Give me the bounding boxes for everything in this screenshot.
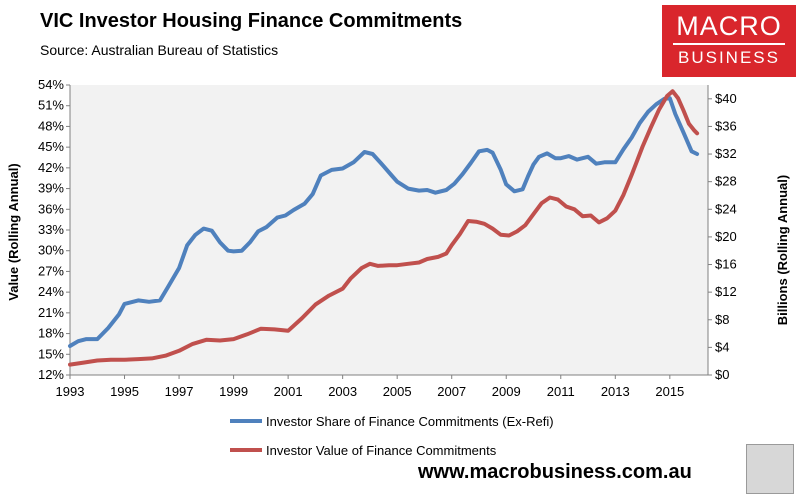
x-tick-label: 1999 — [219, 384, 248, 399]
legend-label: Investor Share of Finance Commitments (E… — [266, 414, 554, 429]
x-tick-label: 1993 — [56, 384, 85, 399]
x-tick-label: 2005 — [383, 384, 412, 399]
y-right-tick-label: $24 — [715, 201, 737, 216]
y-axis-label-right: Billions (Rolling Annual) — [775, 175, 790, 325]
y-left-tick-label: 12% — [38, 367, 64, 382]
wolf-emblem-image — [746, 444, 794, 494]
axes — [66, 84, 712, 379]
x-tick-label: 2013 — [601, 384, 630, 399]
y-left-tick-label: 51% — [38, 98, 64, 113]
macrobusiness-logo: MACRO BUSINESS — [662, 5, 796, 77]
y-left-tick-label: 54% — [38, 77, 64, 92]
logo-divider — [673, 43, 785, 45]
x-tick-label: 2015 — [655, 384, 684, 399]
series-line-investor-value — [68, 89, 700, 367]
website-url: www.macrobusiness.com.au — [418, 461, 692, 483]
x-tick-label: 2001 — [274, 384, 303, 399]
y-right-tick-label: $16 — [715, 257, 737, 272]
logo-line-1: MACRO — [676, 11, 782, 41]
series-lines — [68, 89, 700, 367]
y-right-tick-label: $20 — [715, 229, 737, 244]
x-tick-label: 2003 — [328, 384, 357, 399]
y-left-tick-label: 15% — [38, 346, 64, 361]
x-tick-label: 2011 — [547, 384, 575, 399]
series-line-investor-share — [68, 96, 700, 348]
y-right-tick-label: $32 — [715, 146, 737, 161]
plot-area — [70, 85, 708, 375]
y-left-tick-label: 33% — [38, 222, 64, 237]
y-left-tick-label: 36% — [38, 201, 64, 216]
y-left-tick-label: 42% — [38, 160, 64, 175]
y-right-tick-label: $40 — [715, 91, 737, 106]
legend: Investor Share of Finance Commitments (E… — [230, 414, 554, 458]
chart-title: VIC Investor Housing Finance Commitments — [40, 10, 463, 32]
x-tick-label: 2009 — [492, 384, 521, 399]
y-right-tick-label: $0 — [715, 367, 729, 382]
y-left-tick-label: 45% — [38, 139, 64, 154]
x-tick-label: 1997 — [165, 384, 194, 399]
tick-labels: 12% 15% 18% 21% 24% 27% 30% 33% 36% 39% 42% 45% 48% 5… — [38, 77, 737, 399]
y-axis-label-left: Value (Rolling Annual) — [6, 163, 21, 300]
y-left-tick-label: 21% — [38, 305, 64, 320]
y-left-tick-label: 18% — [38, 326, 64, 341]
y-right-tick-label: $36 — [715, 118, 737, 133]
y-left-tick-label: 27% — [38, 263, 64, 278]
y-left-tick-label: 30% — [38, 243, 64, 258]
x-tick-label: 1995 — [110, 384, 139, 399]
chart-subtitle: Source: Australian Bureau of Statistics — [40, 42, 279, 58]
x-tick-label: 2007 — [437, 384, 466, 399]
y-right-tick-label: $12 — [715, 284, 737, 299]
y-left-tick-label: 48% — [38, 118, 64, 133]
y-left-tick-label: 24% — [38, 284, 64, 299]
y-right-tick-label: $28 — [715, 174, 737, 189]
y-right-tick-label: $8 — [715, 312, 729, 327]
y-right-tick-label: $4 — [715, 339, 729, 354]
legend-label: Investor Value of Finance Commitments — [266, 443, 497, 458]
logo-line-2: BUSINESS — [678, 48, 780, 67]
y-left-tick-label: 39% — [38, 181, 64, 196]
